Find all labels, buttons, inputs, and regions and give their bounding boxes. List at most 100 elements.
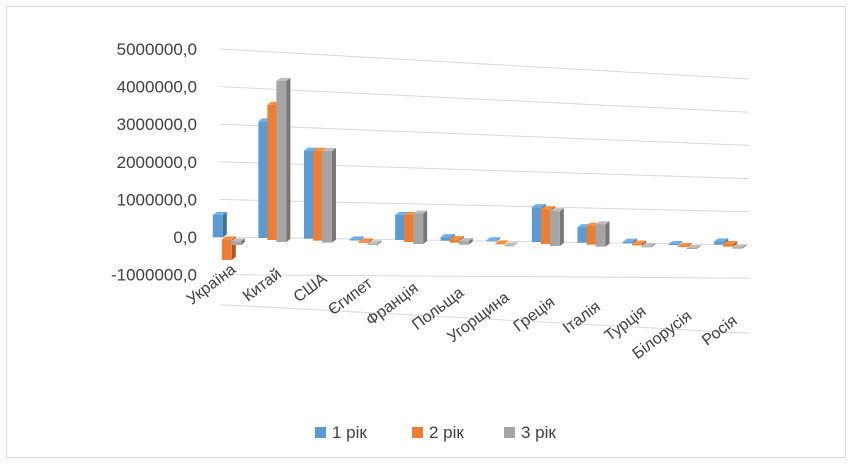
category-label: Греція: [511, 294, 559, 336]
bar-2-рік-3: [358, 238, 373, 243]
bar-side: [423, 210, 428, 244]
bar-top: [531, 204, 546, 208]
legend: 1 рік 2 рік 3 рік: [315, 423, 556, 442]
bar-front: [404, 215, 415, 242]
bar-top: [486, 237, 501, 241]
y-axis-ticks: 5000000,0 4000000,0 3000000,0 2000000,0 1000…: [111, 40, 197, 285]
bar-top: [413, 210, 428, 214]
bar-front: [276, 80, 287, 243]
bar-front: [413, 213, 424, 244]
bar-top: [549, 208, 564, 212]
y-tick-label: -1000000,0: [111, 266, 197, 285]
bar-top: [349, 236, 364, 240]
bar-front: [440, 237, 451, 241]
bar-side: [687, 243, 692, 248]
bar-3-рік-5: [458, 238, 473, 245]
bars: [212, 77, 747, 260]
bar-front: [367, 243, 378, 245]
bar-3-рік-8: [595, 221, 610, 247]
y-tick-label: 2000000,0: [117, 153, 197, 172]
bar-top: [677, 243, 692, 246]
bar-front: [577, 227, 588, 243]
bar-top: [212, 211, 227, 215]
bar-front: [495, 243, 506, 245]
bar-1-рік-3: [349, 236, 364, 241]
bar-top: [321, 147, 336, 151]
bar-front: [303, 150, 314, 239]
bar-3-рік-7: [549, 208, 564, 246]
bar-chart-3d: 5000000,0 4000000,0 3000000,0 2000000,0 1000…: [111, 40, 750, 442]
bar-1-рік-6: [486, 237, 501, 242]
bar-top: [449, 236, 464, 240]
bar-front: [714, 241, 725, 245]
bar-top: [595, 221, 610, 225]
bar-top: [641, 243, 656, 247]
bar-side: [605, 221, 610, 247]
gridline: [219, 48, 750, 80]
bar-front: [641, 246, 652, 248]
bar-front: [595, 224, 606, 247]
legend-swatch: [412, 427, 423, 438]
bar-side: [368, 238, 373, 243]
gridline: [219, 123, 750, 146]
bar-side: [559, 208, 564, 246]
bar-top: [495, 240, 510, 244]
bar-side: [331, 147, 336, 243]
bar-front: [395, 214, 406, 240]
bar-front: [258, 121, 269, 238]
bar-side: [468, 238, 473, 245]
bar-3-рік-3: [367, 240, 382, 245]
bar-front: [540, 209, 551, 244]
bar-side: [286, 77, 291, 243]
bar-2-рік-11: [723, 240, 738, 247]
bar-3-рік-2: [321, 147, 336, 243]
bar-1-рік-10: [668, 241, 683, 245]
bar-side: [742, 244, 747, 249]
bar-front: [549, 211, 560, 246]
category-label: Італія: [560, 298, 604, 337]
bar-3-рік-11: [732, 244, 747, 249]
legend-item: 2 рік: [412, 423, 464, 442]
bar-front: [267, 104, 278, 240]
legend-swatch: [315, 427, 326, 438]
bar-side: [240, 238, 245, 246]
bar-side: [651, 243, 656, 248]
bar-3-рік-9: [641, 243, 656, 248]
bar-3-рік-4: [413, 210, 428, 244]
category-label: Китай: [240, 266, 285, 306]
bar-2-рік-9: [632, 240, 647, 246]
bar-front: [531, 207, 542, 242]
bar-side: [222, 211, 227, 238]
bar-front: [504, 245, 515, 247]
gridline: [219, 274, 750, 279]
bar-front: [458, 241, 469, 245]
category-label: Росія: [699, 312, 740, 349]
y-tick-label: 1000000,0: [117, 190, 197, 209]
legend-item: 1 рік: [315, 423, 367, 442]
bar-front: [686, 248, 697, 250]
bar-side: [377, 240, 382, 245]
y-tick-label: 3000000,0: [117, 115, 197, 134]
legend-label: 3 рік: [521, 423, 556, 442]
bar-top: [440, 234, 455, 238]
bar-side: [678, 241, 683, 245]
bar-top: [723, 240, 738, 244]
bar-top: [367, 240, 382, 244]
bar-front: [668, 244, 679, 245]
bar-front: [623, 241, 634, 244]
legend-label: 2 рік: [429, 423, 464, 442]
bar-front: [677, 246, 688, 248]
bar-front: [221, 239, 232, 260]
bar-front: [732, 247, 743, 249]
legend-label: 1 рік: [332, 423, 367, 442]
legend-swatch: [504, 427, 515, 438]
chart-frame: 5000000,0 4000000,0 3000000,0 2000000,0 1000…: [6, 6, 846, 458]
bar-front: [449, 239, 460, 243]
legend-item: 3 рік: [504, 423, 556, 442]
bar-front: [358, 241, 369, 243]
bar-side: [514, 242, 519, 246]
gridline: [219, 198, 750, 213]
bar-side: [359, 236, 364, 241]
bar-2-рік-10: [677, 243, 692, 248]
bar-top: [458, 238, 473, 242]
